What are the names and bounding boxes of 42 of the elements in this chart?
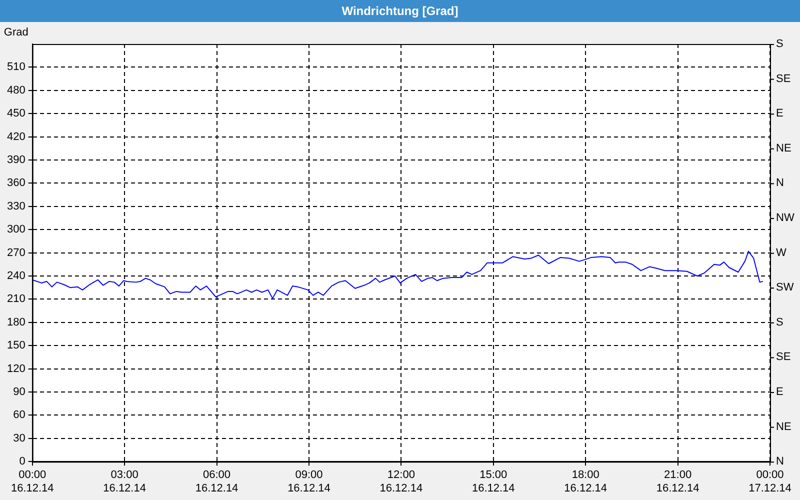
- y-tick-label: 90: [13, 386, 26, 398]
- text: NE: [776, 420, 792, 433]
- y-tick-label: 150: [6, 340, 26, 352]
- y-tick-label: 270: [6, 246, 26, 259]
- x-tick-label: 00:00 17.12.14: [748, 469, 792, 494]
- x-tick-label: 12:00 16.12.14: [380, 469, 423, 494]
- y-tick-label: 210: [6, 293, 26, 306]
- y-tick-label: 330: [6, 200, 26, 212]
- text: SE: [776, 351, 791, 364]
- y-tick-label: 510: [6, 61, 26, 74]
- x-tick-label: 06:00 16.12.14: [195, 469, 238, 494]
- x-tick-label: 00:00 16.12.14: [10, 469, 54, 494]
- text: NW: [776, 212, 795, 224]
- x-tick-label: 03:00 16.12.14: [103, 469, 146, 494]
- text: E: [776, 386, 784, 398]
- text: NE: [776, 142, 792, 154]
- text: N: [776, 456, 784, 468]
- y-tick-label: 360: [6, 177, 26, 190]
- y-tick-label: 300: [6, 224, 26, 236]
- x-tick-label: 09:00 16.12.14: [288, 469, 330, 494]
- y-tick-label: 450: [6, 108, 26, 120]
- y-tick-label: 120: [6, 362, 26, 375]
- text: S: [776, 316, 784, 328]
- y-tick-label: 390: [6, 154, 26, 166]
- y-tick-label: 30: [13, 432, 26, 444]
- y-tick-label: 240: [6, 270, 26, 282]
- text: E: [776, 108, 784, 120]
- y-tick-label: 60: [13, 409, 26, 422]
- y-axis-title: Grad: [4, 26, 28, 39]
- text: SE: [776, 72, 791, 85]
- text: S: [776, 38, 784, 50]
- text: SW: [776, 282, 794, 294]
- x-tick-label: 21:00 16.12.14: [656, 469, 700, 494]
- x-tick-label: 15:00 16.12.14: [472, 469, 515, 494]
- y-tick-label: 420: [6, 130, 26, 143]
- y-tick-label: 180: [6, 316, 26, 328]
- text: W: [776, 246, 787, 259]
- y-tick-label: 0: [19, 456, 26, 468]
- chart-title: Windrichtung [Grad]: [0, 0, 800, 22]
- y-tick-label: 480: [6, 84, 26, 96]
- x-tick-label: 18:00 16.12.14: [564, 469, 607, 494]
- text: N: [776, 177, 784, 190]
